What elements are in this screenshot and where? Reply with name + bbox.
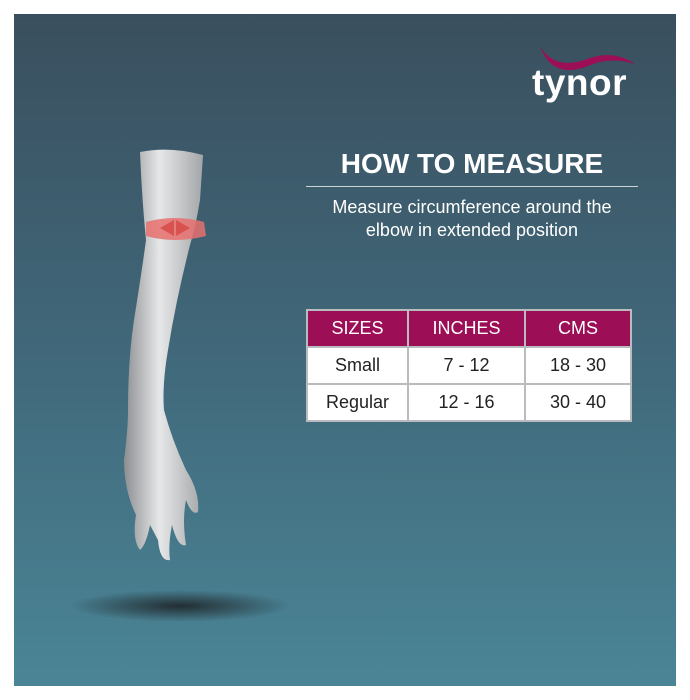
- cell: Small: [306, 346, 409, 385]
- cell: 7 - 12: [407, 346, 526, 385]
- measure-arrows-icon: [146, 218, 206, 240]
- page-title: HOW TO MEASURE: [340, 148, 604, 179]
- divider: [306, 186, 638, 187]
- brand-name: tynor: [532, 62, 627, 103]
- cell: Regular: [306, 383, 409, 422]
- instructions: Measure circumference around the elbow i…: [300, 196, 644, 242]
- tynor-logo: tynor: [530, 44, 640, 104]
- header-sizes: SIZES: [306, 309, 409, 348]
- header-inches: INCHES: [407, 309, 526, 348]
- table-row: Regular 12 - 16 30 - 40: [306, 383, 632, 422]
- table-header-row: SIZES INCHES CMS: [306, 309, 632, 348]
- cell: 18 - 30: [524, 346, 632, 385]
- table-row: Small 7 - 12 18 - 30: [306, 346, 632, 385]
- cell: 30 - 40: [524, 383, 632, 422]
- instruction-line: elbow in extended position: [365, 220, 579, 240]
- header-cms: CMS: [524, 309, 632, 348]
- cell: 12 - 16: [407, 383, 526, 422]
- shadow: [70, 590, 290, 622]
- instruction-line: Measure circumference around the: [332, 197, 612, 217]
- arm: [124, 149, 203, 561]
- size-table: SIZES INCHES CMS Small 7 - 12 18 - 30 Re…: [306, 309, 632, 422]
- swoosh-icon: [540, 46, 635, 71]
